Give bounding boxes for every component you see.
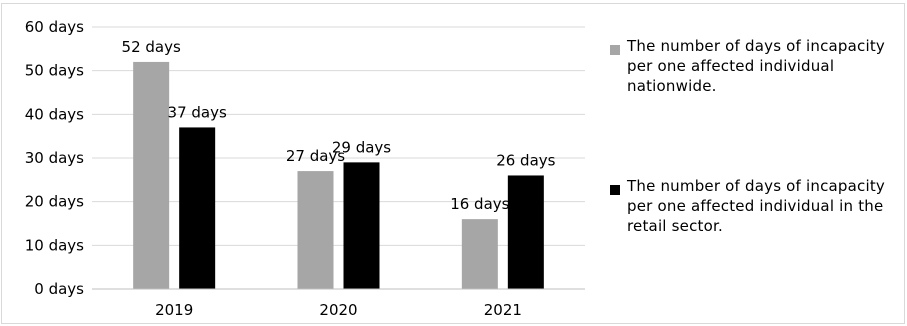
legend-label-nationwide: The number of days of incapacity per one… [627, 37, 886, 95]
y-tick-label: 60 days [25, 18, 84, 36]
x-tick-label: 2020 [319, 301, 357, 319]
data-label: 27 days [286, 147, 345, 165]
legend-swatch-retail [610, 185, 620, 195]
bar-retail-2020 [343, 162, 380, 289]
legend-swatch-nationwide [610, 45, 620, 55]
bars [133, 61, 544, 289]
legend-label-retail: The number of days of incapacity per one… [627, 177, 886, 235]
bar-nationwide-2020 [297, 171, 334, 289]
bar-retail-2019 [179, 127, 216, 289]
chart-frame [1, 3, 905, 324]
x-tick-label: 2019 [155, 301, 193, 319]
y-tick-label: 20 days [25, 193, 84, 211]
y-axis-tick-labels: 0 days 10 days 20 days 30 days 40 days 50 day… [25, 18, 84, 298]
data-label: 52 days [122, 38, 181, 56]
y-tick-label: 10 days [25, 236, 84, 254]
bar-retail-2021 [507, 175, 544, 289]
data-label: 26 days [496, 151, 555, 169]
bar-nationwide-2019 [133, 61, 170, 289]
y-tick-label: 40 days [25, 105, 84, 123]
gridlines [92, 26, 585, 246]
y-tick-label: 30 days [25, 149, 84, 167]
x-axis: 2019 2020 2021 [92, 288, 585, 319]
x-tick-label: 2021 [484, 301, 522, 319]
data-label: 37 days [168, 103, 227, 121]
data-label: 29 days [332, 138, 391, 156]
y-tick-label: 0 days [34, 280, 84, 298]
data-label: 16 days [450, 195, 509, 213]
bar-nationwide-2021 [461, 219, 498, 289]
y-tick-label: 50 days [25, 62, 84, 80]
